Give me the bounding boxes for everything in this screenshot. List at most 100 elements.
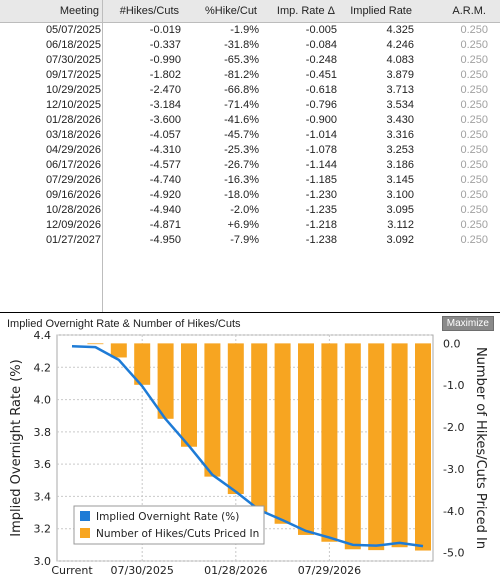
cell-imp-rate-delta: -0.618 [305, 84, 337, 96]
cell-pct-hike-cut: -7.9% [230, 234, 259, 246]
cell-imp-rate-delta: -0.451 [305, 69, 337, 81]
cell-imp-rate-delta: -1.238 [305, 234, 337, 246]
cell-implied-rate: 3.253 [386, 144, 414, 156]
cell-imp-rate-delta: -0.796 [305, 99, 337, 111]
table-row[interactable]: 09/16/2026 -4.920 -18.0% -1.230 3.100 0.250 [0, 189, 500, 204]
bar [227, 343, 244, 495]
x-tick-label: 01/28/2026 [204, 564, 267, 576]
y-left-tick-label: 3.8 [34, 426, 52, 439]
cell-pct-hike-cut: -66.8% [224, 84, 259, 96]
header-imp-rate-delta[interactable]: Imp. Rate Δ [276, 5, 335, 17]
table-row[interactable]: 10/29/2025 -2.470 -66.8% -0.618 3.713 0.250 [0, 84, 500, 99]
bar [321, 343, 338, 542]
cell-meeting: 07/30/2025 [45, 54, 101, 66]
cell-pct-hike-cut: -25.3% [224, 144, 259, 156]
cell-imp-rate-delta: -1.014 [305, 129, 337, 141]
table-row[interactable]: 10/28/2026 -4.940 -2.0% -1.235 3.095 0.250 [0, 204, 500, 219]
cell-arm: 0.250 [460, 129, 488, 141]
cell-meeting: 10/28/2026 [45, 204, 101, 216]
line-series [71, 345, 424, 548]
meeting-table: Meeting #Hikes/Cuts %Hike/Cut Imp. Rate … [0, 0, 500, 312]
table-row[interactable]: 01/27/2027 -4.950 -7.9% -1.238 3.092 0.250 [0, 234, 500, 249]
bar [87, 343, 104, 345]
bar [298, 343, 314, 535]
header-implied-rate[interactable]: Implied Rate [350, 5, 412, 17]
bar [251, 343, 268, 514]
bar [157, 343, 174, 419]
legend-label: Implied Overnight Rate (%) [96, 511, 239, 523]
cell-implied-rate: 3.145 [386, 174, 414, 186]
cell-hikes-cuts: -2.470 [149, 84, 181, 96]
bar [368, 343, 385, 551]
cell-hikes-cuts: -3.600 [149, 114, 181, 126]
bar [415, 343, 431, 551]
y-left-tick-label: 4.4 [34, 329, 52, 342]
cell-implied-rate: 4.083 [386, 54, 414, 66]
cell-hikes-cuts: -1.802 [149, 69, 181, 81]
header-hikes-cuts[interactable]: #Hikes/Cuts [119, 5, 179, 17]
cell-meeting: 04/29/2026 [45, 144, 101, 156]
table-row[interactable]: 06/17/2026 -4.577 -26.7% -1.144 3.186 0.250 [0, 159, 500, 174]
bar [134, 343, 151, 385]
cell-imp-rate-delta: -0.900 [305, 114, 337, 126]
y-right-tick-label: -3.0 [443, 463, 464, 476]
cell-pct-hike-cut: -31.8% [224, 39, 259, 51]
cell-implied-rate: 3.112 [387, 219, 414, 231]
table-row[interactable]: 03/18/2026 -4.057 -45.7% -1.014 3.316 0.250 [0, 129, 500, 144]
header-meeting[interactable]: Meeting [59, 5, 99, 17]
cell-arm: 0.250 [460, 114, 488, 126]
cell-arm: 0.250 [460, 99, 488, 111]
cell-pct-hike-cut: -71.4% [224, 99, 259, 111]
cell-pct-hike-cut: +6.9% [227, 219, 260, 231]
cell-arm: 0.250 [460, 84, 488, 96]
cell-meeting: 12/09/2026 [45, 219, 101, 231]
cell-hikes-cuts: -4.920 [149, 189, 181, 201]
cell-arm: 0.250 [460, 144, 488, 156]
cell-hikes-cuts: -4.310 [149, 144, 181, 156]
cell-pct-hike-cut: -26.7% [224, 159, 259, 171]
column-divider [102, 0, 103, 312]
cell-hikes-cuts: -4.871 [149, 219, 181, 231]
cell-pct-hike-cut: -2.0% [230, 204, 259, 216]
y-left-tick-label: 3.2 [34, 523, 52, 536]
cell-arm: 0.250 [460, 24, 488, 36]
bar [204, 343, 221, 477]
y-right-tick-label: -4.0 [443, 505, 464, 518]
cell-implied-rate: 3.095 [386, 204, 414, 216]
table-row[interactable]: 12/10/2025 -3.184 -71.4% -0.796 3.534 0.250 [0, 99, 500, 114]
maximize-button[interactable]: Maximize [441, 316, 494, 331]
table-row[interactable]: 06/18/2025 -0.337 -31.8% -0.084 4.246 0.250 [0, 39, 500, 54]
cell-meeting: 03/18/2026 [45, 129, 101, 141]
cell-imp-rate-delta: -0.248 [305, 54, 337, 66]
y-left-tick-label: 4.2 [34, 361, 52, 374]
bar [391, 343, 408, 548]
cell-pct-hike-cut: -65.3% [224, 54, 259, 66]
cell-implied-rate: 3.534 [386, 99, 414, 111]
table-row[interactable]: 12/09/2026 -4.871 +6.9% -1.218 3.112 0.250 [0, 219, 500, 234]
cell-hikes-cuts: -0.019 [149, 24, 181, 36]
x-tick-label: 07/30/2025 [110, 564, 173, 576]
table-row[interactable]: 07/29/2026 -4.740 -16.3% -1.185 3.145 0.250 [0, 174, 500, 189]
y-right-tick-label: -5.0 [443, 547, 464, 560]
cell-imp-rate-delta: -0.084 [305, 39, 337, 51]
y-left-tick-label: 3.4 [34, 490, 52, 503]
table-row[interactable]: 04/29/2026 -4.310 -25.3% -1.078 3.253 0.250 [0, 144, 500, 159]
cell-hikes-cuts: -4.740 [149, 174, 181, 186]
cell-implied-rate: 3.430 [386, 114, 414, 126]
table-row[interactable]: 07/30/2025 -0.990 -65.3% -0.248 4.083 0.250 [0, 54, 500, 69]
y-right-tick-label: -2.0 [443, 421, 464, 434]
header-pct-hike-cut[interactable]: %Hike/Cut [205, 5, 257, 17]
table-row[interactable]: 09/17/2025 -1.802 -81.2% -0.451 3.879 0.250 [0, 69, 500, 84]
cell-hikes-cuts: -4.950 [149, 234, 181, 246]
header-arm[interactable]: A.R.M. [452, 5, 486, 17]
cell-pct-hike-cut: -16.3% [224, 174, 259, 186]
legend-swatch [80, 528, 90, 538]
cell-hikes-cuts: -4.057 [149, 129, 181, 141]
table-row[interactable]: 01/28/2026 -3.600 -41.6% -0.900 3.430 0.250 [0, 114, 500, 129]
cell-arm: 0.250 [460, 159, 488, 171]
cell-implied-rate: 3.186 [386, 159, 414, 171]
table-row[interactable]: 05/07/2025 -0.019 -1.9% -0.005 4.325 0.250 [0, 24, 500, 39]
cell-implied-rate: 4.246 [386, 39, 414, 51]
cell-hikes-cuts: -3.184 [149, 99, 181, 111]
cell-meeting: 10/29/2025 [45, 84, 101, 96]
